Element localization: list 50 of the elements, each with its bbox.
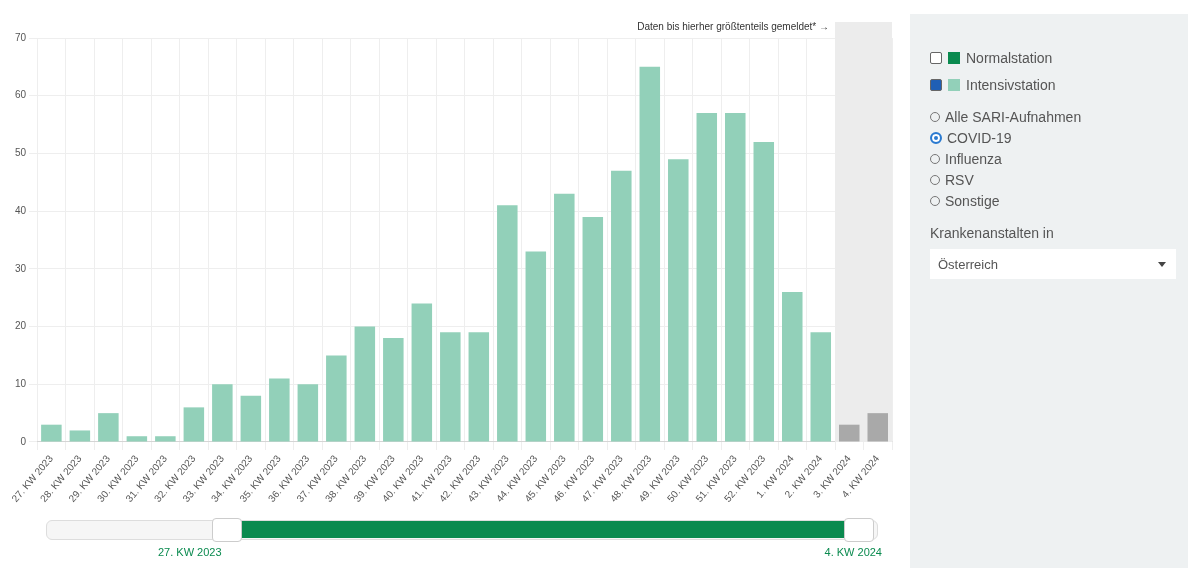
text: COVID-19: [947, 129, 1012, 146]
bar: [497, 205, 518, 442]
bar: [297, 384, 319, 442]
legend-label: Intensivstation: [966, 76, 1056, 93]
bar: [126, 436, 148, 442]
bar: [696, 113, 718, 442]
bar: [155, 436, 176, 442]
text: 27. KW 2023: [158, 546, 222, 558]
bar: [183, 407, 205, 442]
y-tick-label: 30: [15, 262, 27, 274]
bar: [212, 384, 233, 442]
bar: [383, 338, 404, 442]
bar: [440, 332, 461, 442]
bar: [98, 413, 119, 442]
bar: [411, 303, 433, 442]
bar: [668, 159, 689, 442]
bar: [326, 355, 347, 442]
bar: [839, 424, 860, 442]
bar: [525, 251, 547, 442]
bar: [725, 113, 746, 442]
bar: [582, 216, 604, 442]
bar: [867, 413, 889, 442]
bar: [354, 326, 376, 442]
bar: [554, 193, 575, 442]
bar: [782, 291, 803, 442]
text: RSV: [945, 171, 974, 188]
y-tick-label: 70: [15, 31, 27, 43]
text: Daten bis hierher größtenteils gemeldet* →: [637, 20, 830, 32]
bar: [753, 141, 775, 442]
text: 4. KW 2024: [824, 546, 882, 558]
y-tick-label: 50: [15, 147, 27, 159]
bar: [69, 430, 91, 442]
text: Sonstige: [945, 192, 1000, 209]
dropdown: Österreich: [930, 249, 1176, 279]
bar: [639, 66, 661, 442]
bar: [468, 332, 490, 442]
bar: [269, 378, 290, 442]
y-tick-label: 40: [15, 204, 27, 216]
text: Alle SARI-Aufnahmen: [945, 108, 1082, 125]
text: Krankenanstalten in: [930, 225, 1055, 241]
bar: [41, 424, 62, 442]
bar: [611, 170, 632, 442]
y-tick-label: 20: [15, 320, 27, 332]
bar: [240, 395, 262, 442]
y-tick-label: 60: [15, 89, 27, 101]
text: Influenza: [945, 150, 1002, 167]
y-tick-label: 0: [20, 435, 27, 447]
legend-label: Normalstation: [966, 49, 1053, 66]
y-tick-label: 10: [15, 378, 27, 390]
bar: [810, 332, 832, 442]
